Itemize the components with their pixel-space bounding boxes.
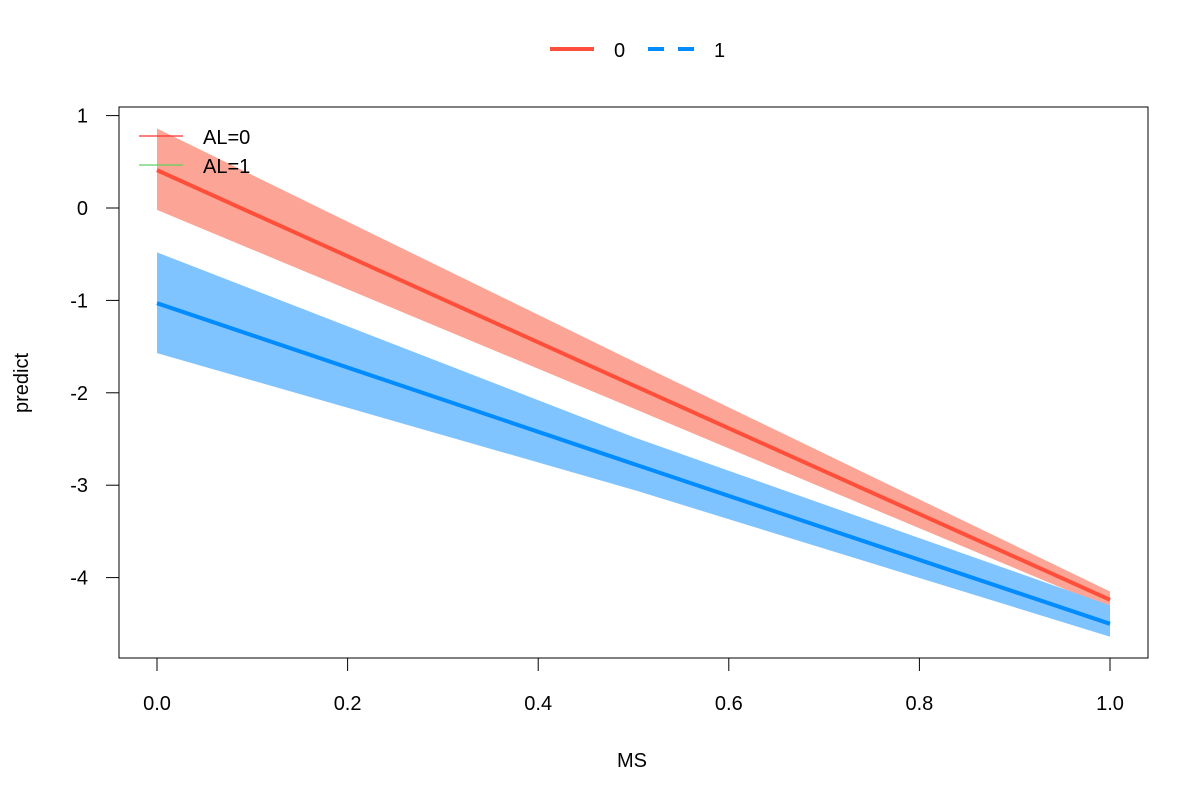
y-tick-label: -2 [70, 383, 88, 405]
confidence-band-0 [157, 128, 1110, 609]
top-legend: 0 1 [550, 40, 725, 62]
x-tick-label: 0.0 [143, 693, 171, 715]
legend-label-0: 0 [614, 40, 625, 62]
y-axis-label: predict [11, 353, 33, 413]
x-tick-label: 0.6 [715, 693, 743, 715]
x-tick-label: 0.4 [524, 693, 552, 715]
confidence-band-1 [157, 252, 1110, 637]
y-tick-label: -1 [70, 290, 88, 312]
inner-legend-label-al1: AL=1 [203, 156, 250, 178]
legend-label-1: 1 [714, 40, 725, 62]
inner-legend: AL=0 AL=1 [139, 127, 250, 178]
y-tick-label: -4 [70, 568, 88, 590]
plot-frame [118, 106, 1149, 659]
x-tick-label: 0.2 [334, 693, 362, 715]
series-line-0 [156, 168, 1111, 602]
series-line-1 [156, 301, 1111, 626]
y-tick-label: -3 [70, 475, 88, 497]
y-tick-label: 0 [77, 198, 88, 220]
x-axis-label: MS [617, 750, 647, 772]
x-tick-label: 0.8 [905, 693, 933, 715]
x-tick-label: 1.0 [1096, 693, 1124, 715]
y-tick-label: 1 [77, 106, 88, 128]
inner-legend-label-al0: AL=0 [203, 127, 250, 149]
